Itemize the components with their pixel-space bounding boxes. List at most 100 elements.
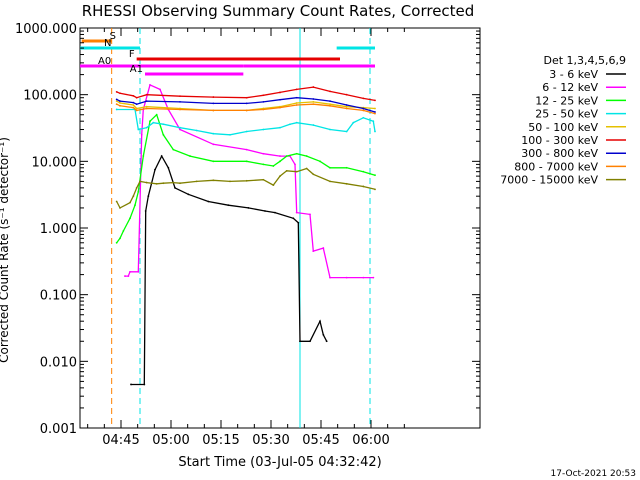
series-point (262, 178, 265, 181)
series-point (115, 100, 118, 103)
series-point (144, 210, 147, 212)
series-point (295, 88, 298, 91)
series-point (329, 90, 331, 93)
series-point (159, 88, 161, 91)
series-point (155, 182, 158, 185)
series-point (285, 155, 288, 157)
series-point (179, 108, 181, 111)
series-point (145, 181, 148, 184)
series-line (116, 108, 376, 136)
series-lines (115, 83, 376, 386)
series-point (374, 174, 376, 177)
series-point (124, 275, 126, 277)
series-point (137, 270, 140, 273)
series-line (116, 113, 376, 244)
x-tick-label: 06:00 (352, 433, 389, 448)
series-point (245, 160, 248, 163)
series-point (162, 133, 165, 136)
series-point (305, 155, 308, 157)
series-point (345, 130, 348, 133)
x-tick-label: 04:45 (102, 433, 139, 448)
attenuator-label: A0 (98, 56, 111, 67)
x-tick-label: 05:00 (152, 433, 189, 448)
series-point (187, 193, 190, 196)
y-tick-label: 0.100 (40, 289, 77, 304)
series-point (195, 180, 198, 183)
series-point (145, 93, 148, 96)
series-point (362, 107, 365, 110)
legend-label: 300 - 800 keV (521, 147, 598, 160)
series-point (179, 182, 181, 185)
series-point (132, 94, 135, 97)
series-point (132, 101, 135, 104)
series-point (295, 211, 298, 214)
series-point (262, 152, 265, 155)
series-point (119, 100, 121, 103)
axes: 0.001 0.010 0.100 1.000 10.000 100.000 1000.00… (15, 22, 480, 448)
y-axis-label: Corrected Count Rate (s⁻¹ detector⁻¹) (0, 137, 11, 363)
legend-label: 7000 - 15000 keV (500, 174, 598, 187)
series-point (174, 186, 176, 189)
series-point (139, 180, 141, 183)
series-point (374, 107, 376, 110)
series-point (119, 92, 121, 95)
attenuator-label: S (110, 31, 116, 42)
series-point (362, 97, 365, 100)
attenuator-label: N (104, 38, 111, 49)
series-point (227, 204, 230, 207)
series-point (135, 107, 138, 110)
series-point (274, 211, 276, 214)
series-point (319, 320, 321, 323)
series-point (329, 100, 331, 103)
series-point (147, 195, 150, 198)
x-tick-label: 05:15 (202, 433, 239, 448)
series-point (122, 230, 125, 232)
x-tick-label: 05:45 (302, 433, 339, 448)
series-point (345, 104, 348, 106)
series-point (272, 165, 275, 167)
legend-label: 12 - 25 keV (535, 94, 598, 107)
series-point (195, 129, 198, 132)
series-point (312, 103, 315, 106)
series-point (285, 169, 288, 172)
series-point (212, 179, 215, 182)
series-point (145, 105, 148, 108)
series-point (119, 207, 121, 209)
series-point (149, 120, 151, 123)
series-point (245, 109, 248, 112)
series-point (329, 276, 331, 279)
series-point (212, 160, 215, 163)
series-point (374, 130, 376, 133)
series-point (322, 333, 325, 336)
series-point (245, 96, 248, 99)
chart-title: RHESSI Observing Summary Count Rates, Co… (82, 2, 475, 20)
series-point (329, 166, 331, 169)
series-point (272, 184, 275, 187)
series-point (345, 93, 348, 96)
series-point (132, 195, 135, 198)
y-tick-label: 1000.000 (15, 22, 77, 37)
series-line (116, 103, 376, 115)
series-point (309, 340, 311, 343)
series-point (135, 96, 138, 99)
series-point (312, 124, 315, 126)
series-point (160, 155, 163, 157)
series-point (167, 166, 170, 169)
series-point (345, 276, 348, 279)
series-point (152, 121, 155, 124)
series-point (115, 241, 118, 244)
series-point (362, 276, 365, 279)
series-point (292, 217, 295, 220)
series-point (145, 107, 148, 110)
series-point (362, 170, 365, 173)
series-point (115, 200, 118, 203)
series-point (279, 91, 281, 94)
series-point (245, 130, 248, 133)
legend-title: Det 1,3,4,5,6,9 (543, 54, 626, 67)
series-point (143, 383, 146, 386)
series-point (245, 102, 248, 105)
series-point (179, 95, 181, 98)
timestamp: 17-Oct-2021 20:53 (551, 469, 636, 479)
